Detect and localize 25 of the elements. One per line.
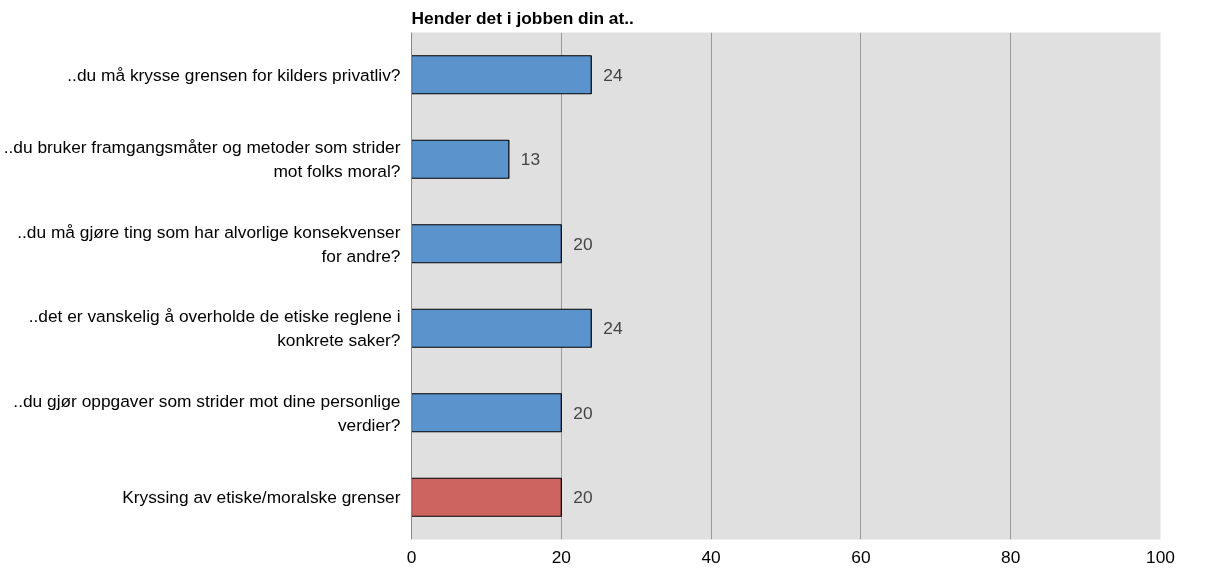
- y-tick-label: ..det er vanskelig å overholde de etiske reglene i konkrete saker?: [28, 306, 401, 351]
- bar: [411, 477, 562, 517]
- bar: [411, 224, 562, 264]
- y-tick-label: ..du gjør oppgaver som strider mot dine personlige verdier?: [13, 390, 401, 435]
- bar: [411, 308, 592, 348]
- bar: [411, 139, 510, 179]
- y-tick-label: ..du bruker framgangsmåter og metoder som strider mot folks moral?: [3, 137, 401, 182]
- y-tick-label: ..du må gjøre ting som har alvorlige konsekvenser for andre?: [17, 221, 401, 266]
- data-label: 24: [603, 64, 623, 85]
- data-label: 24: [603, 318, 623, 339]
- data-label: 20: [573, 487, 593, 508]
- y-tick-label: Kryssing av etiske/moralske grenser: [122, 487, 401, 508]
- bar: [411, 393, 562, 433]
- x-tick-label: 80: [1001, 546, 1021, 567]
- data-label: 20: [573, 233, 593, 254]
- x-tick-label: 100: [1146, 546, 1175, 567]
- x-tick-label: 20: [551, 546, 571, 567]
- bar: [411, 55, 592, 95]
- x-tick-label: 0: [406, 546, 417, 567]
- data-label: 13: [520, 149, 541, 170]
- data-label: 20: [573, 402, 593, 423]
- chart-title: Hender det i jobben din at..: [411, 7, 634, 28]
- x-tick-label: 40: [701, 546, 721, 567]
- x-tick-label: 60: [851, 546, 871, 567]
- y-tick-label: ..du må krysse grensen for kilders privatliv?: [67, 64, 401, 85]
